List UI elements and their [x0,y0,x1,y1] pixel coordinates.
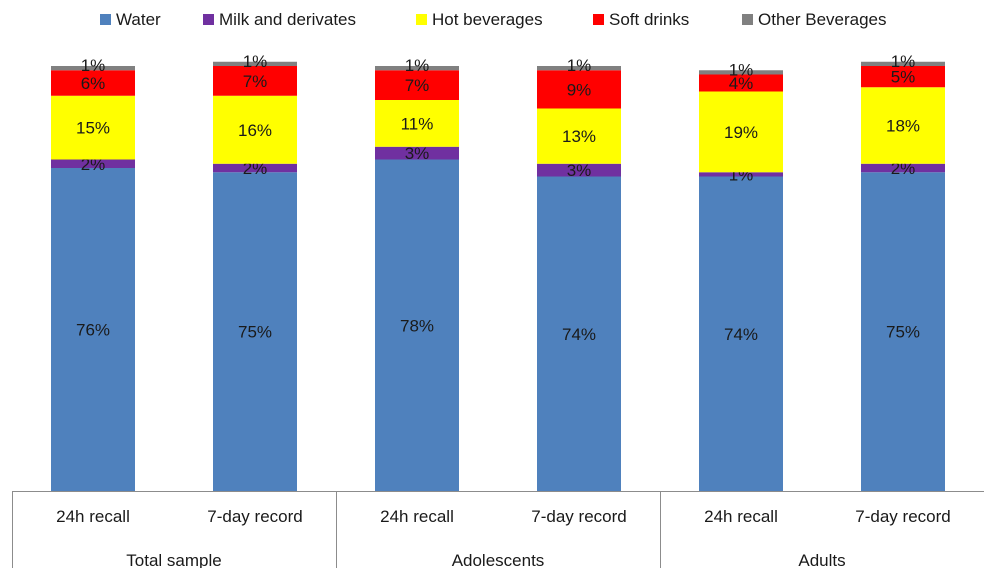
data-label-soft-drinks: 7% [405,76,430,95]
bar-segment-water [699,176,783,491]
legend-swatch-hot-beverages [416,14,427,25]
group-label-total-sample: Total sample [126,551,221,568]
tick-label: 7-day record [855,507,950,526]
data-label-hot-beverages: 16% [238,121,272,140]
bar-segment-hot-beverages [537,108,621,164]
legend-label-milk-and-derivates: Milk and derivates [219,10,356,29]
legend-swatch-other-beverages [742,14,753,25]
data-label-soft-drinks: 7% [243,72,268,91]
tick-label: 24h recall [380,507,454,526]
data-label-other-beverages: 1% [567,56,592,75]
data-label-milk-and-derivates: 3% [567,161,592,180]
tick-label: 24h recall [56,507,130,526]
data-label-soft-drinks: 9% [567,80,592,99]
data-label-hot-beverages: 11% [401,114,434,133]
bar-segment-milk-and-derivates [213,163,297,173]
data-label-water: 75% [886,323,920,342]
bar-segment-hot-beverages [213,95,297,164]
legend-swatch-milk-and-derivates [203,14,214,25]
bar-segment-water [213,172,297,491]
bar-segment-milk-and-derivates [375,146,459,160]
data-label-hot-beverages: 18% [886,117,920,136]
data-label-water: 75% [238,323,272,342]
legend-label-hot-beverages: Hot beverages [432,10,543,29]
bar-segment-soft-drinks [699,74,783,92]
data-label-soft-drinks: 6% [81,74,106,93]
group-label-adults: Adults [798,551,845,568]
bar-segment-water [861,172,945,491]
data-label-water: 76% [76,321,110,340]
bar-segment-water [51,168,135,491]
bar-segment-hot-beverages [375,100,459,147]
bar-segment-milk-and-derivates [861,163,945,173]
data-label-soft-drinks: 5% [891,68,916,87]
bar-segment-other-beverages [699,70,783,75]
plot-area: 76%2%15%6%1%75%2%16%7%1%78%3%11%7%1%74%3… [51,52,945,491]
data-label-other-beverages: 1% [405,56,430,75]
bar-segment-soft-drinks [861,66,945,88]
data-label-milk-and-derivates: 3% [405,144,430,163]
data-label-other-beverages: 1% [729,60,754,79]
bar-segment-other-beverages [537,66,621,71]
data-label-hot-beverages: 15% [76,119,110,138]
tick-label: 7-day record [531,507,626,526]
bar-segment-soft-drinks [213,66,297,96]
bar-segment-milk-and-derivates [699,172,783,177]
bar-segment-soft-drinks [375,70,459,100]
bar-segment-water [375,159,459,491]
legend-swatch-soft-drinks [593,14,604,25]
bar-segment-soft-drinks [51,70,135,96]
tick-label: 24h recall [704,507,778,526]
data-label-hot-beverages: 13% [562,127,596,146]
bar-segment-other-beverages [213,61,297,66]
bar-segment-other-beverages [861,61,945,66]
bar-segment-other-beverages [375,66,459,71]
bar-segment-milk-and-derivates [537,163,621,177]
legend-swatch-water [100,14,111,25]
tick-label: 7-day record [207,507,302,526]
chart-legend: Water Milk and derivates Hot beverages Soft… [100,10,887,29]
bar-segment-hot-beverages [861,87,945,164]
legend-label-soft-drinks: Soft drinks [609,10,689,29]
bar-segment-other-beverages [51,66,135,71]
data-label-other-beverages: 1% [891,52,916,71]
data-label-water: 78% [400,316,434,335]
data-label-other-beverages: 1% [81,56,106,75]
bar-segment-milk-and-derivates [51,159,135,168]
data-label-water: 74% [724,325,758,344]
bar-segment-soft-drinks [537,70,621,109]
data-label-hot-beverages: 19% [724,123,758,142]
bar-segment-hot-beverages [699,91,783,173]
data-label-water: 74% [562,325,596,344]
legend-label-other-beverages: Other Beverages [758,10,887,29]
legend-label-water: Water [116,10,161,29]
category-axis-table: 24h recall 7-day record Total sample 24h re… [12,491,984,568]
bar-segment-hot-beverages [51,95,135,160]
data-label-other-beverages: 1% [243,52,268,71]
group-label-adolescents: Adolescents [452,551,545,568]
data-label-soft-drinks: 4% [729,74,754,93]
bar-segment-water [537,176,621,491]
